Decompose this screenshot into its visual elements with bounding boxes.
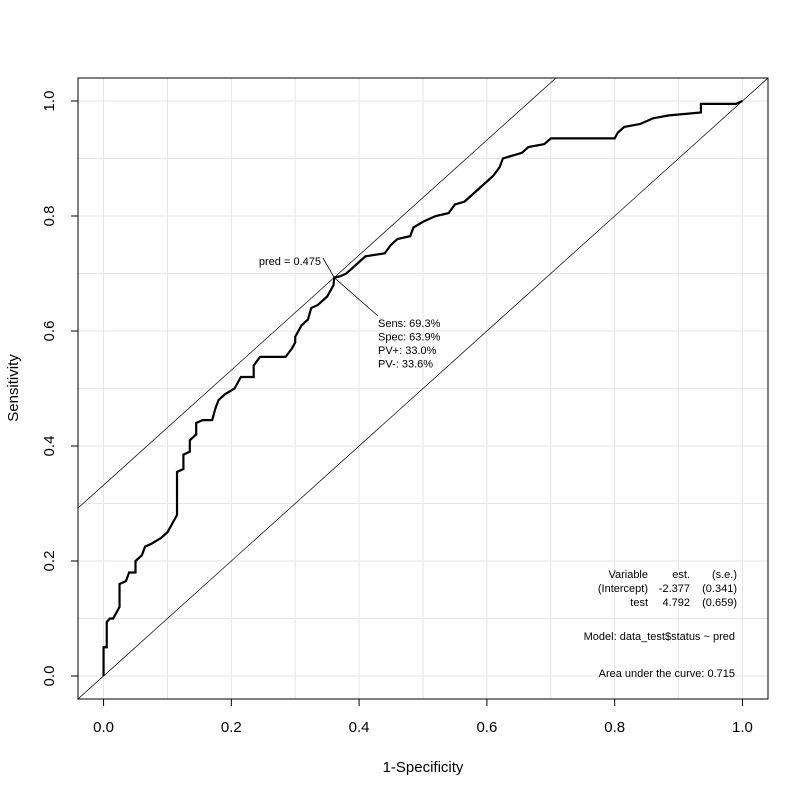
optimal-tangent [78, 78, 557, 509]
y-tick-label: 0.6 [41, 321, 58, 342]
table-cell: test [630, 597, 648, 609]
table-cell: (Intercept) [598, 583, 648, 595]
grid [78, 78, 768, 699]
y-tick-label: 0.4 [41, 436, 58, 457]
y-tick-label: 0.8 [41, 206, 58, 227]
optimal-stat: Sens: 69.3% [378, 318, 441, 330]
x-tick-label: 0.2 [221, 719, 242, 736]
plot-box [77, 77, 769, 700]
optimal-label: pred = 0.475 [259, 256, 321, 268]
x-tick-label: 0.0 [93, 719, 114, 736]
table-cell: (0.659) [702, 597, 737, 609]
optimal-stat: PV-: 33.6% [378, 358, 433, 370]
y-tick-label: 0.2 [41, 551, 58, 572]
pointer [322, 257, 335, 278]
table-cell: -2.377 [659, 583, 690, 595]
diagonal [78, 78, 768, 699]
pointer [333, 277, 379, 317]
optimal-stat: Spec: 63.9% [378, 331, 441, 343]
annotations: pred = 0.475 Sens: 69.3%Spec: 63.9% PV+: 3… [259, 256, 737, 680]
x-tick-label: 1.0 [732, 719, 753, 736]
y-tick-label: 0.0 [41, 666, 58, 687]
table-cell: 4.792 [662, 597, 690, 609]
table-header: (s.e.) [712, 569, 737, 581]
auc-label: Area under the curve: 0.715 [599, 668, 735, 680]
plot-area [78, 78, 768, 699]
roc-curve [102, 99, 743, 676]
optimal-stat: PV+: 33.0% [378, 345, 437, 357]
table-cell: (0.341) [702, 583, 737, 595]
model-formula: Model: data_test$status ~ pred [584, 631, 735, 643]
x-tick-label: 0.6 [476, 719, 497, 736]
y-tick-label: 1.0 [41, 91, 58, 112]
table-header: est. [672, 569, 690, 581]
y-axis-title: Sensitivity [5, 354, 22, 422]
table-header: Variable [608, 569, 648, 581]
x-tick-label: 0.4 [349, 719, 370, 736]
x-tick-label: 0.8 [604, 719, 625, 736]
x-axis-title: 1-Specificity [383, 759, 464, 776]
